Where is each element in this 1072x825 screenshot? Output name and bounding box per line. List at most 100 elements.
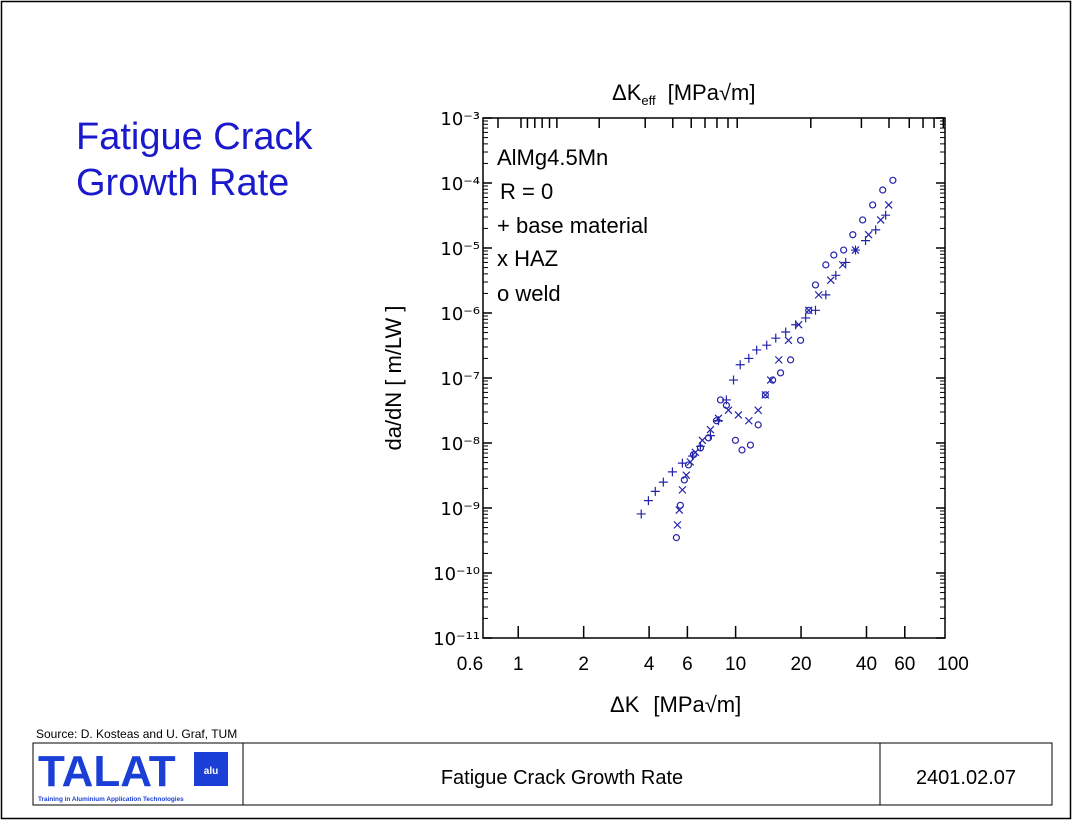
point: [754, 406, 763, 415]
point: [810, 305, 820, 315]
y-tick-label: 10⁻⁵: [440, 239, 480, 260]
footer-code-box: [879, 742, 1053, 806]
point: [796, 336, 805, 344]
point: [689, 451, 698, 459]
x-tick-label: 60: [894, 654, 915, 675]
point: [658, 477, 668, 487]
point: [771, 333, 781, 343]
point: [784, 336, 793, 345]
point: [761, 391, 769, 399]
point: [821, 290, 831, 300]
legend-entry: o weld: [497, 281, 561, 306]
point: [884, 200, 893, 209]
x-tick-label: 20: [790, 654, 811, 675]
point: [680, 476, 688, 484]
unit: [MPa√m]: [668, 80, 756, 105]
point: [766, 376, 775, 384]
x-tick-label: 10: [725, 654, 746, 675]
point: [840, 246, 848, 254]
point: [678, 485, 687, 494]
point: [667, 467, 677, 477]
point: [650, 486, 660, 496]
slide-title-line: Growth Rate: [76, 162, 289, 204]
logo-tagline: Training in Aluminium Application Techno…: [38, 796, 184, 803]
logo-badge-text: alu: [204, 766, 218, 777]
point: [826, 276, 835, 285]
point: [716, 396, 725, 404]
point: [786, 356, 795, 364]
top-axis-label: ΔKeff [MPa√m]: [612, 80, 755, 108]
x-axis-label: ΔK [MPa√m]: [610, 692, 741, 717]
y-axis-label: da/dN [ m/LW ]: [381, 305, 406, 450]
point: [734, 411, 743, 419]
point: [636, 509, 646, 519]
point: [735, 360, 745, 370]
legend-entry: + base material: [497, 213, 648, 238]
point: [889, 176, 897, 184]
point: [774, 355, 783, 364]
point: [849, 231, 857, 239]
unit: [MPa√m]: [653, 692, 741, 717]
point: [876, 216, 885, 224]
point: [676, 501, 684, 509]
annotation: R = 0: [500, 179, 553, 204]
point: [762, 340, 772, 350]
point: [744, 353, 754, 363]
point: [706, 425, 715, 434]
x-tick-label: 100: [937, 654, 969, 675]
y-tick-label: 10⁻⁶: [440, 304, 480, 325]
source: Source: D. Kosteas and U. Graf, TUM: [36, 727, 237, 741]
point: [822, 261, 830, 269]
point: [729, 375, 739, 385]
point: [776, 369, 785, 377]
footer-code: 2401.02.07: [916, 767, 1016, 789]
point: [643, 496, 653, 506]
point: [830, 251, 838, 259]
point: [881, 210, 891, 220]
point: [704, 434, 713, 442]
y-tick-label: 10⁻¹⁰: [433, 564, 480, 585]
point: [712, 417, 721, 425]
point: [871, 225, 881, 235]
point: [738, 446, 746, 454]
x-tick-label: 1: [513, 654, 524, 675]
x-tick-label: 0.6: [457, 654, 483, 675]
x-tick-label: 2: [578, 654, 589, 675]
symbol: ΔK: [610, 692, 640, 717]
point: [859, 216, 867, 224]
point: [754, 421, 762, 429]
point: [731, 436, 740, 444]
point: [801, 313, 811, 323]
point: [684, 461, 693, 469]
symbol: ΔK: [612, 80, 642, 105]
point: [781, 327, 791, 337]
logo-text: TALAT: [38, 747, 176, 796]
point: [814, 290, 823, 299]
point: [672, 534, 680, 542]
legend-entry: x HAZ: [497, 246, 558, 271]
point: [879, 186, 887, 194]
point: [794, 320, 803, 329]
point: [851, 246, 860, 254]
y-tick-label: 10⁻⁹: [440, 499, 480, 520]
logo-badge: [194, 752, 228, 786]
point: [698, 436, 707, 445]
x-tick-label: 4: [644, 654, 655, 675]
point: [722, 401, 730, 409]
subscript: eff: [641, 93, 656, 108]
point: [769, 376, 777, 384]
annotation: AlMg4.5Mn: [497, 145, 608, 170]
y-tick-label: 10⁻¹¹: [433, 629, 480, 650]
y-tick-label: 10⁻³: [440, 109, 480, 130]
point: [811, 281, 820, 289]
slide-title-line: Fatigue Crack: [76, 116, 314, 158]
plot: 10⁻³ 10⁻⁴ 10⁻⁵ 10⁻⁶ 10⁻⁷ 10⁻⁸ 10⁻⁹ 10⁻¹⁰ 10⁻¹¹ 0.…: [433, 109, 969, 675]
point: [746, 441, 755, 449]
point: [838, 260, 847, 269]
y-tick-label: 10⁻⁴: [440, 174, 480, 195]
point: [869, 201, 877, 209]
x-tick-label: 6: [682, 654, 693, 675]
y-tick-label: 10⁻⁷: [440, 369, 480, 390]
